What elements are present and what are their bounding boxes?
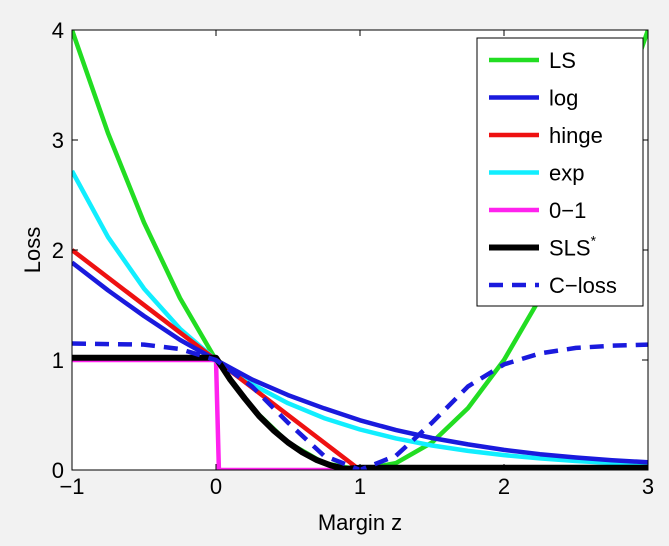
legend-label-text: hinge xyxy=(549,123,603,148)
legend-label: exp xyxy=(549,161,584,186)
x-tick-label: 0 xyxy=(210,474,222,499)
legend-label-text: log xyxy=(549,86,578,111)
y-axis-label: Loss xyxy=(20,227,45,273)
legend-label-text: SLS xyxy=(549,236,591,261)
legend-label-text: 0−1 xyxy=(549,198,586,223)
x-tick-label: 1 xyxy=(354,474,366,499)
series-line-c-loss xyxy=(72,341,648,470)
y-tick-label: 3 xyxy=(52,128,64,153)
legend-label-superscript: * xyxy=(591,233,597,249)
x-tick-label: −1 xyxy=(59,474,84,499)
series-line-hinge xyxy=(72,248,648,470)
legend-label: LS xyxy=(549,48,576,73)
legend: LS log hinge exp 0−1 SLS* C−loss xyxy=(476,37,644,307)
legend-label-text: C−loss xyxy=(549,273,617,298)
legend-label: log xyxy=(549,86,578,111)
x-tick-label: 2 xyxy=(498,474,510,499)
legend-label: SLS* xyxy=(549,233,597,261)
x-axis-label: Margin z xyxy=(318,510,402,535)
y-tick-label: 4 xyxy=(52,18,64,43)
legend-label: hinge xyxy=(549,123,603,148)
legend-label: C−loss xyxy=(549,273,617,298)
series-line-log xyxy=(72,260,648,465)
legend-label: 0−1 xyxy=(549,198,586,223)
y-tick-label: 2 xyxy=(52,238,64,263)
x-tick-label: 3 xyxy=(642,474,654,499)
series-line-sls xyxy=(72,354,648,470)
y-tick-label: 0 xyxy=(52,458,64,483)
legend-label-text: exp xyxy=(549,161,584,186)
y-tick-label: 1 xyxy=(52,348,64,373)
series-line-exp xyxy=(72,169,648,467)
legend-label-text: LS xyxy=(549,48,576,73)
